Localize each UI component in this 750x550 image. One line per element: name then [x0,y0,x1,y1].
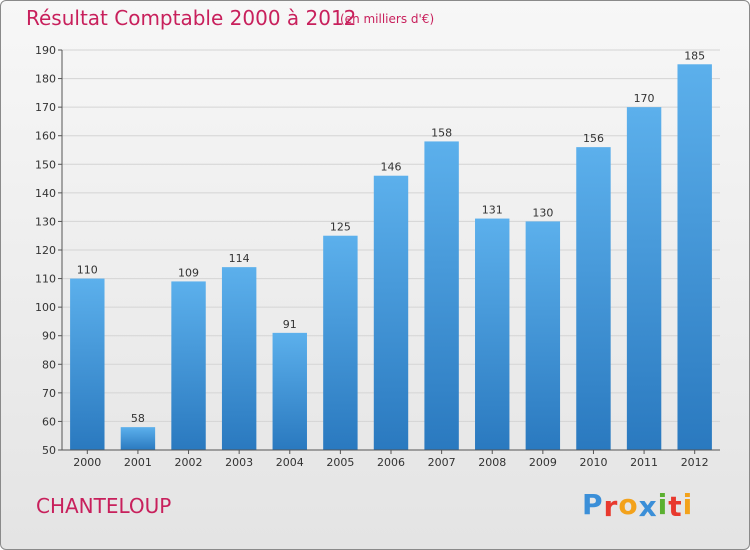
data-label-2007: 158 [431,126,452,139]
bar-2006 [373,175,409,450]
y-tick-label: 130 [35,215,56,228]
y-tick-label: 120 [35,244,56,257]
data-label-2010: 156 [583,132,604,145]
x-tick-label-2012: 2012 [681,456,709,469]
data-label-2011: 170 [634,92,655,105]
x-tick-label-2003: 2003 [225,456,253,469]
data-label-2003: 114 [229,252,250,265]
data-label-2002: 109 [178,266,199,279]
bar-2008 [475,218,510,450]
chart-subtitle: (en milliers d'€) [340,12,435,26]
y-tick-label: 90 [42,330,56,343]
y-tick-label: 110 [35,273,56,286]
x-tick-label-2011: 2011 [630,456,658,469]
bars [70,64,712,451]
bar-2009 [525,221,561,450]
data-label-2006: 146 [381,161,402,174]
bar-2012 [677,64,712,451]
logo-letter: t [668,490,683,523]
x-tick-label-2007: 2007 [428,456,456,469]
data-label-2004: 91 [283,318,297,331]
data-label-2012: 185 [684,49,705,62]
x-tick-label-2001: 2001 [124,456,152,469]
y-tick-label: 70 [42,387,56,400]
x-tick-label-2006: 2006 [377,456,405,469]
bar-2004 [272,332,307,450]
y-tick-label: 170 [35,101,56,114]
bar-2003 [221,267,257,450]
bar-2007 [424,141,459,450]
x-tick-label-2005: 2005 [326,456,354,469]
y-tick-label: 190 [35,44,56,57]
x-tick-label-2008: 2008 [478,456,506,469]
y-tick-label: 150 [35,158,56,171]
proxiti-logo[interactable]: Proxiti [582,488,694,523]
y-tick-label: 180 [35,73,56,86]
logo-letter: i [657,488,669,521]
x-tick-label-2000: 2000 [73,456,101,469]
y-tick-label: 80 [42,358,56,371]
data-label-2005: 125 [330,221,351,234]
bar-2000 [70,278,105,450]
logo-letter: r [603,490,619,523]
place-name: CHANTELOUP [36,494,172,518]
bar-2010 [576,147,611,450]
logo-letter: i [682,488,694,521]
y-tick-label: 50 [42,444,56,457]
data-label-2008: 131 [482,204,503,217]
logo-letter: P [582,488,604,521]
y-tick-label: 100 [35,301,56,314]
x-tick-label-2009: 2009 [529,456,557,469]
bar-2002 [171,281,206,450]
logo-letter: o [618,488,639,521]
x-tick-label-2004: 2004 [276,456,304,469]
labels: 50 60 70 80 90 100 110 120 130 140 150 160 170 180 190… [35,44,709,469]
y-tick-label: 160 [35,130,56,143]
axes [58,49,720,454]
bar-2005 [323,235,358,450]
data-label-2000: 110 [77,264,98,277]
data-label-2001: 58 [131,412,145,425]
y-tick-label: 140 [35,187,56,200]
chart-title: Résultat Comptable 2000 à 2012 [26,6,357,30]
x-tick-label-2002: 2002 [175,456,203,469]
logo-letter: x [638,490,658,523]
y-tick-label: 60 [42,415,56,428]
bar-2011 [626,107,662,451]
x-tick-label-2010: 2010 [579,456,607,469]
data-label-2009: 130 [532,206,553,219]
bar-2001 [120,427,156,450]
